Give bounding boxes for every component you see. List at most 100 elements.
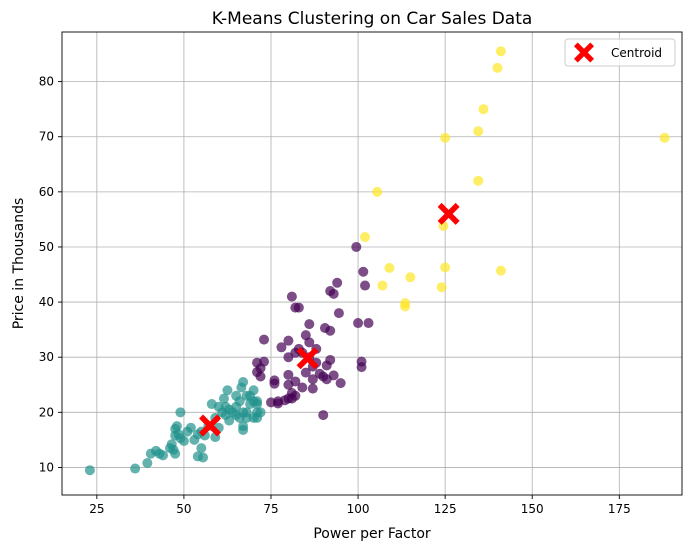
cluster-1-point — [252, 399, 263, 410]
cluster-2-point — [473, 126, 484, 137]
cluster-0-point — [283, 335, 294, 346]
cluster-2-point — [377, 280, 388, 291]
cluster-0-point — [300, 367, 311, 378]
cluster-2-point — [436, 282, 447, 293]
cluster-0-point — [283, 369, 294, 380]
cluster-0-point — [307, 383, 318, 394]
y-tick-label: 30 — [39, 350, 54, 364]
cluster-0-point — [353, 318, 364, 329]
x-tick-label: 25 — [89, 502, 104, 516]
cluster-2-point — [495, 46, 506, 57]
cluster-1-point — [178, 435, 189, 446]
cluster-1-point — [234, 396, 245, 407]
y-tick-label: 50 — [39, 240, 54, 254]
legend: Centroid — [564, 38, 676, 67]
cluster-1-point — [196, 443, 207, 454]
x-tick-label: 50 — [176, 502, 191, 516]
y-tick-label: 70 — [39, 130, 54, 144]
cluster-0-point — [297, 382, 308, 393]
cluster-0-point — [318, 410, 329, 421]
cluster-1-point — [238, 377, 249, 388]
y-tick-label: 10 — [39, 460, 54, 474]
cluster-0-point — [332, 277, 343, 288]
cluster-2-point — [478, 104, 489, 115]
centroid-marker — [199, 414, 222, 437]
cluster-2-point — [440, 262, 451, 273]
cluster-0-point — [255, 371, 266, 382]
y-tick-label: 80 — [39, 75, 54, 89]
x-axis-label: Power per Factor — [313, 526, 431, 542]
x-tick-label: 175 — [608, 502, 631, 516]
y-axis-label: Price in Thousands — [11, 198, 27, 330]
cluster-0-point — [356, 362, 367, 373]
cluster-0-point — [335, 378, 346, 389]
cluster-1-point — [248, 385, 259, 396]
cluster-2-point — [440, 132, 451, 143]
cluster-2-point — [659, 132, 670, 143]
cluster-2-point — [400, 301, 411, 312]
cluster-0-point — [276, 342, 287, 353]
cluster-0-point — [269, 378, 280, 389]
cluster-1-point — [185, 422, 196, 433]
y-tick-label: 20 — [39, 405, 54, 419]
cluster-0-point — [286, 393, 297, 404]
plot-frame — [61, 31, 683, 496]
y-tick-label: 60 — [39, 185, 54, 199]
cluster-0-point — [333, 308, 344, 319]
cluster-1-point — [158, 450, 169, 461]
x-tick-label: 75 — [263, 502, 278, 516]
cluster-0-point — [259, 334, 270, 345]
cluster-0-point — [283, 352, 294, 363]
cluster-1-point — [130, 463, 141, 474]
cluster-0-point — [272, 398, 283, 409]
cluster-2-point — [372, 186, 383, 197]
cluster-1-point — [238, 421, 249, 432]
cluster-0-point — [321, 374, 332, 385]
cluster-0-point — [283, 379, 294, 390]
cluster-1-point — [175, 407, 186, 418]
cluster-1-point — [224, 415, 235, 426]
y-tick-label: 40 — [39, 295, 54, 309]
cluster-0-point — [328, 288, 339, 299]
cluster-2-point — [473, 175, 484, 186]
cluster-1-point — [222, 385, 233, 396]
grid-lines — [62, 32, 682, 495]
cluster-1-point — [241, 412, 252, 423]
cluster-0-point — [304, 337, 315, 348]
centroid-marker — [296, 347, 319, 370]
cluster-2-point — [360, 232, 371, 243]
x-tick-label: 100 — [347, 502, 370, 516]
cluster-1-point — [170, 448, 181, 459]
cluster-0-point — [360, 280, 371, 291]
legend-centroid-x — [574, 42, 594, 63]
cluster-0-point — [293, 302, 304, 313]
cluster-1-point — [255, 407, 266, 418]
centroid-markers — [199, 202, 460, 437]
cluster-0-point — [351, 241, 362, 252]
cluster-2-point — [492, 62, 503, 73]
cluster-1-point — [198, 452, 209, 463]
cluster-0-point — [358, 266, 369, 277]
cluster-2-point — [384, 262, 395, 273]
cluster-0-point — [307, 374, 318, 385]
legend-centroid-marker — [574, 42, 594, 63]
x-tick-label: 150 — [521, 502, 544, 516]
cluster-1-point — [84, 465, 95, 476]
cluster-2-point — [405, 272, 416, 283]
cluster-0-point — [363, 318, 374, 329]
chart-title: K-Means Clustering on Car Sales Data — [212, 9, 533, 29]
cluster-0-point — [304, 319, 315, 330]
cluster-1-point — [142, 458, 153, 469]
data-points — [84, 46, 670, 476]
cluster-1-point — [218, 393, 229, 404]
cluster-0-point — [286, 291, 297, 302]
cluster-1-point — [171, 421, 182, 432]
axis-ticks: 25 50 75 100 125 150 175 10 20 30 40 50 60 70 80 — [39, 75, 631, 516]
cluster-2-point — [495, 265, 506, 276]
centroid-marker — [437, 202, 460, 225]
x-tick-label: 125 — [434, 502, 457, 516]
cluster-0-point — [325, 325, 336, 336]
cluster-0-point — [321, 360, 332, 371]
legend-centroid-label: Centroid — [611, 46, 662, 60]
